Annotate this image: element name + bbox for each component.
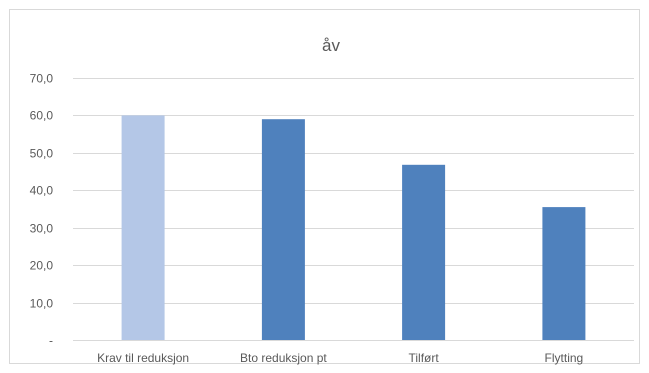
bar — [261, 119, 305, 340]
bar — [121, 115, 165, 341]
chart-title: åv — [322, 36, 340, 55]
y-tick-label: 20,0 — [30, 259, 54, 273]
x-tick-label: Flytting — [545, 351, 584, 365]
gridlines — [73, 78, 634, 341]
bar — [402, 164, 446, 340]
y-tick-label: 30,0 — [30, 222, 54, 236]
y-tick-label: - — [49, 334, 53, 348]
y-tick-label: 10,0 — [30, 297, 54, 311]
y-tick-label: 60,0 — [30, 109, 54, 123]
y-tick-labels: - 10,0 20,0 30,0 40,0 50,0 60,0 70,0 — [30, 72, 54, 348]
x-tick-label: Tilført — [408, 351, 439, 365]
bars — [121, 115, 586, 341]
y-tick-label: 40,0 — [30, 184, 54, 198]
x-tick-labels: Krav til reduksjon Bto reduksjon pt Tilfør… — [97, 351, 583, 365]
y-tick-label: 70,0 — [30, 72, 54, 86]
x-tick-label: Bto reduksjon pt — [240, 351, 327, 365]
x-tick-label: Krav til reduksjon — [97, 351, 189, 365]
bar — [542, 207, 586, 340]
y-tick-label: 50,0 — [30, 147, 54, 161]
chart-frame — [9, 9, 640, 364]
